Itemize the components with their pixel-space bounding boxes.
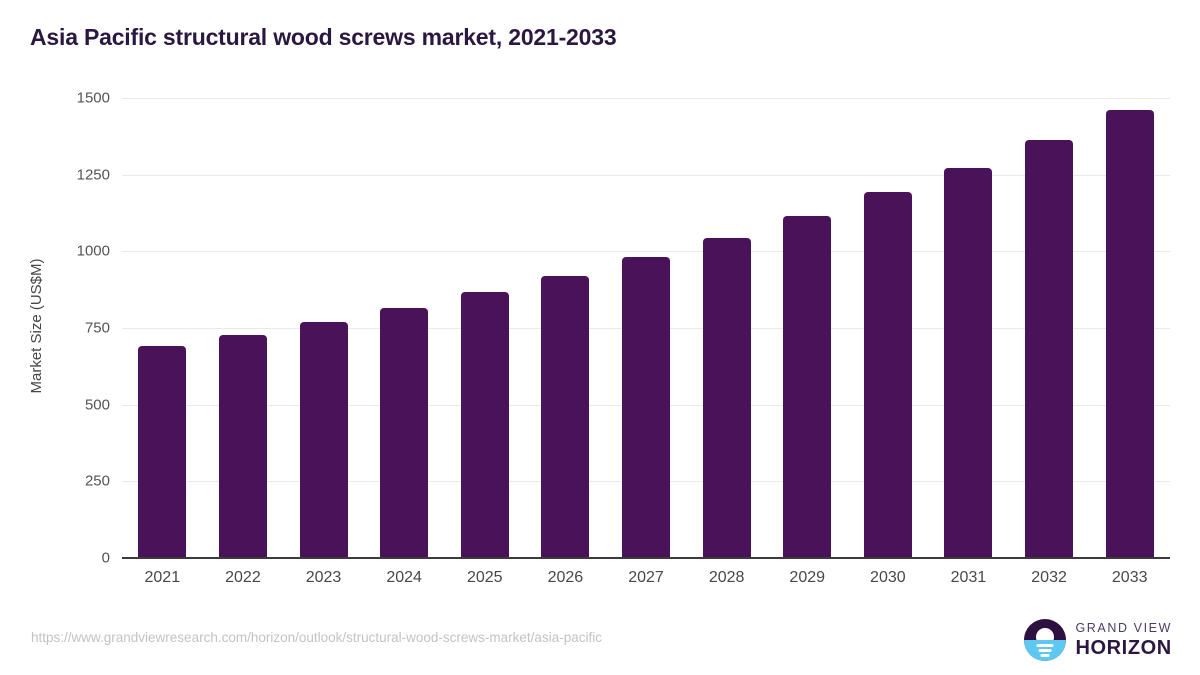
bar-2029[interactable] — [783, 216, 832, 558]
bar-2030[interactable] — [863, 192, 912, 558]
x-axis-tick-label: 2021 — [144, 569, 181, 586]
bar-2032[interactable] — [1025, 140, 1074, 558]
y-axis-tick-label: 500 — [84, 396, 110, 414]
bar-2024[interactable] — [380, 308, 429, 558]
x-axis-tick-label: 2025 — [466, 569, 503, 586]
page-title: Asia Pacific structural wood screws mark… — [30, 24, 617, 50]
x-axis-tick-label: 2026 — [547, 569, 584, 586]
plot-area — [122, 98, 1170, 558]
gridline — [122, 98, 1170, 99]
bar-2027[interactable] — [622, 256, 670, 558]
y-axis-tick-label: 0 — [101, 549, 110, 567]
bar-2033[interactable] — [1105, 109, 1154, 558]
logo-ray — [1040, 654, 1050, 657]
y-axis-tick-label: 1250 — [76, 166, 110, 184]
bar-2022[interactable] — [218, 334, 267, 558]
bar-2021[interactable] — [138, 346, 187, 558]
x-axis-tick-label: 2024 — [386, 569, 422, 586]
bar-2031[interactable] — [944, 167, 993, 558]
bar-2026[interactable] — [541, 276, 590, 558]
logo-ray — [1036, 644, 1054, 647]
bar-2025[interactable] — [460, 291, 509, 558]
bar-2028[interactable] — [702, 238, 751, 558]
x-axis-tick-label: 2033 — [1111, 569, 1148, 586]
logo-ray — [1038, 649, 1052, 652]
x-axis-line — [122, 557, 1170, 559]
logo-text-line2: HORIZON — [1075, 637, 1172, 660]
y-axis-tick-label: 750 — [84, 319, 110, 337]
logo-wordmark: GRAND VIEW HORIZON — [1075, 622, 1172, 659]
brand-logo: GRAND VIEW HORIZON — [1024, 618, 1172, 662]
x-axis-tick-label: 2027 — [628, 569, 664, 586]
x-axis-tick-label: 2032 — [1031, 569, 1067, 586]
y-axis-tick-label: 1500 — [76, 89, 110, 107]
bar-2023[interactable] — [299, 322, 348, 558]
sunrise-over-water-icon — [1024, 619, 1067, 661]
x-axis-tick-label: 2023 — [305, 569, 342, 586]
source-url[interactable]: https://www.grandviewresearch.com/horizo… — [31, 630, 602, 645]
x-axis-tick-label: 2030 — [870, 569, 906, 586]
logo-text-line1: GRAND VIEW — [1075, 620, 1172, 635]
gridline — [122, 174, 1170, 176]
x-axis-tick-label: 2029 — [789, 569, 826, 586]
y-axis-tick-labels: 0 250 500 750 1000 1250 1500 — [40, 90, 110, 567]
x-axis-tick-label: 2028 — [708, 569, 745, 586]
x-axis-tick-label: 2031 — [950, 569, 987, 586]
x-axis-tick-label: 2022 — [225, 569, 261, 586]
gridline — [122, 251, 1170, 253]
y-axis-tick-label: 1000 — [76, 242, 110, 260]
y-axis-tick-label: 250 — [84, 472, 110, 490]
